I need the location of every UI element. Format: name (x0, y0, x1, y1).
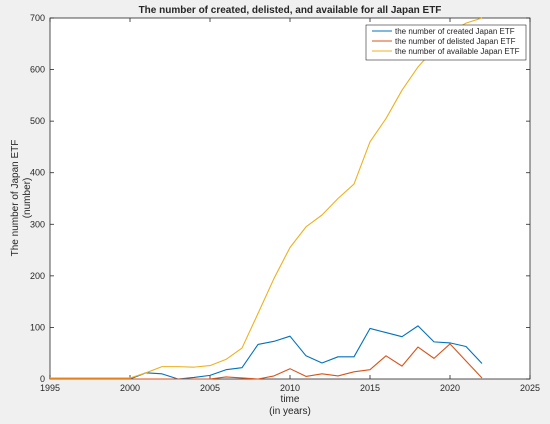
x-tick-label: 2010 (280, 383, 300, 393)
y-axis-ticks: 0 100 200 300 400 500 600 700 (30, 13, 530, 384)
y-tick-label: 300 (30, 219, 45, 229)
x-axis-ticks: 1995 2000 2005 2010 2015 2020 2025 (40, 18, 540, 393)
y-tick-label: 0 (40, 374, 45, 384)
y-axis-label-unit: (number) (22, 178, 33, 219)
y-tick-label: 600 (30, 65, 45, 75)
x-tick-label: 2000 (120, 383, 140, 393)
y-tick-label: 400 (30, 168, 45, 178)
plot-area (49, 17, 531, 380)
x-axis-label: time (281, 394, 300, 405)
y-tick-label: 500 (30, 116, 45, 126)
series-line-2 (50, 17, 483, 379)
series-lines (50, 17, 483, 380)
legend-label: the number of created Japan ETF (395, 27, 515, 36)
y-tick-label: 100 (30, 322, 45, 332)
x-tick-label: 2015 (360, 383, 380, 393)
legend-label: the number of available Japan ETF (395, 47, 520, 56)
series-line-1 (50, 343, 483, 380)
x-tick-label: 2005 (200, 383, 220, 393)
legend-box (365, 24, 527, 61)
x-tick-label: 2020 (440, 383, 460, 393)
x-tick-label: 1995 (40, 383, 60, 393)
x-tick-label: 2025 (520, 383, 540, 393)
legend-label: the number of delisted Japan ETF (395, 37, 516, 46)
y-tick-label: 700 (30, 13, 45, 23)
y-axis-label: The number of Japan ETF (10, 140, 21, 257)
chart-title: The number of created, delisted, and ava… (139, 5, 442, 16)
x-axis-label-unit: (in years) (269, 406, 311, 417)
y-tick-label: 200 (30, 271, 45, 281)
